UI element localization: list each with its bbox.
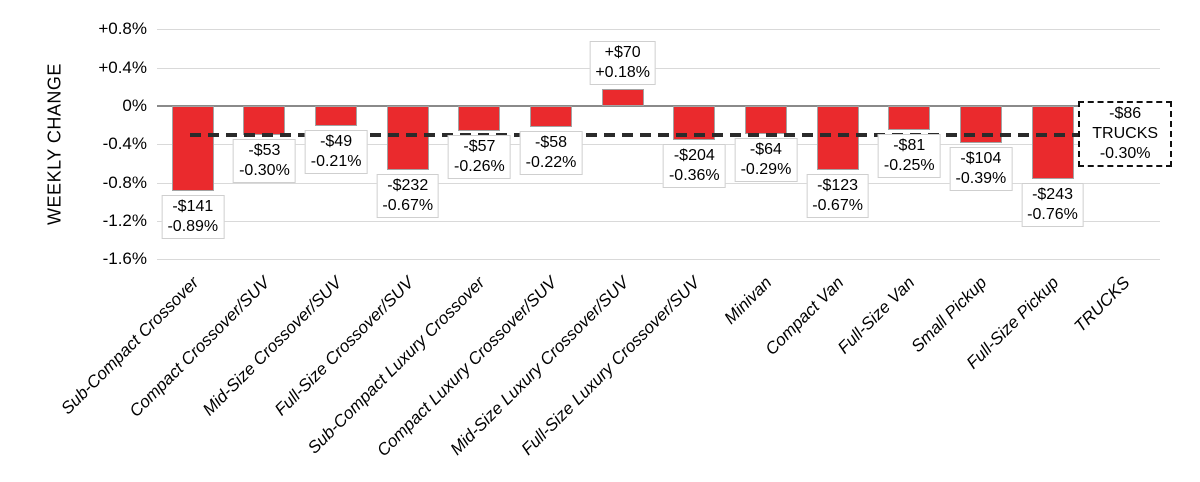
bar-compact-luxury-crossover-suv [530,106,573,128]
y-tick-label: +0.8% [98,19,147,39]
bar-full-size-van [888,106,931,130]
x-axis-label-trucks: TRUCKS [1070,273,1134,336]
data-label-full-size-crossover-suv: -$232 -0.67% [376,174,440,219]
data-label-dollar: -$49 [320,133,353,151]
data-label-minivan: -$64 -0.29% [734,137,798,182]
data-label-compact-luxury-crossover-suv: -$58 -0.22% [519,131,583,176]
data-label-percent: -0.22% [525,154,577,172]
data-label-dollar: -$123 [817,177,859,195]
zero-axis-line [157,105,1160,107]
data-label-dollar: -$243 [1032,185,1073,203]
data-label-dollar: -$57 [463,137,496,155]
y-tick-label: -0.8% [102,172,147,192]
x-axis-label-sub-compact-crossover: Sub-Compact Crossover [57,273,203,419]
data-label-percent: -0.25% [883,156,935,174]
gridline [157,29,1160,31]
data-label-percent: -0.26% [454,157,505,175]
x-axis-label-full-size-crossover-suv: Full-Size Crossover/SUV [270,273,418,420]
trucks-box-dollar: -$86 [1109,105,1142,122]
data-label-small-pickup: -$104 -0.39% [949,147,1013,192]
y-tick-label: 0% [122,96,147,115]
trucks-average-dashed-line [189,132,1079,137]
data-label-dollar: -$204 [673,147,715,165]
data-label-percent: -0.67% [812,197,863,215]
data-label-dollar: -$141 [172,198,214,216]
data-label-percent: -0.67% [382,197,434,215]
gridline [157,182,1160,184]
data-label-percent: -0.21% [310,153,362,171]
bar-small-pickup [959,106,1002,144]
data-label-dollar: -$58 [535,134,568,152]
data-label-full-size-van: -$81 -0.25% [877,133,941,178]
bar-compact-crossover-suv [243,106,286,135]
data-label-percent: -0.29% [740,160,792,178]
gridline [157,259,1160,261]
trucks-box-percent: -0.30% [1099,145,1151,162]
bar-mid-size-crossover-suv [315,106,358,127]
y-tick-label: -0.4% [102,134,147,154]
data-label-sub-compact-crossover: -$141 -0.89% [161,195,225,240]
data-label-percent: -0.36% [668,167,720,185]
bar-sub-compact-luxury-crossover [458,106,501,131]
x-axis-label-compact-crossover-suv: Compact Crossover/SUV [126,273,274,421]
bar-full-size-crossover-suv [386,106,429,171]
data-label-percent: -0.30% [239,161,290,179]
data-label-full-size-luxury-crossover-suv: -$204 -0.36% [662,144,726,189]
data-label-mid-size-luxury-crossover-suv: +$70 +0.18% [589,40,657,85]
bar-compact-van [816,106,859,171]
data-label-percent: +0.18% [595,63,651,81]
data-label-percent: -0.89% [167,218,219,236]
y-tick-label: -1.6% [102,249,147,269]
data-label-percent: -0.39% [955,170,1007,188]
data-label-percent: -0.76% [1027,205,1078,223]
data-label-mid-size-crossover-suv: -$49 -0.21% [304,130,368,175]
data-label-compact-van: -$123 -0.67% [806,174,869,219]
gridline [157,220,1160,222]
gridline [157,144,1160,146]
trucks-annotation-box: -$86 TRUCKS -0.30% [1078,101,1173,167]
bar-sub-compact-crossover [171,106,214,192]
trucks-box-label: TRUCKS [1092,125,1159,142]
data-label-dollar: -$53 [248,141,281,159]
bar-minivan [744,106,787,134]
data-label-dollar: -$64 [749,140,782,158]
data-label-sub-compact-luxury-crossover: -$57 -0.26% [448,134,511,179]
data-label-full-size-pickup: -$243 -0.76% [1021,182,1084,227]
y-tick-label: +0.4% [98,57,147,77]
bar-full-size-pickup [1031,106,1074,179]
bar-mid-size-luxury-crossover-suv [601,88,644,106]
x-axis-label-mid-size-crossover-suv: Mid-Size Crossover/SUV [199,273,346,420]
data-label-dollar: -$81 [893,136,926,154]
y-tick-label: -1.2% [102,210,147,230]
data-label-dollar: -$104 [960,150,1002,168]
data-label-dollar: +$70 [604,43,641,61]
gridline [157,67,1160,69]
x-axis-label-minivan: Minivan [720,273,776,328]
data-label-dollar: -$232 [387,177,429,195]
data-label-compact-crossover-suv: -$53 -0.30% [233,138,296,183]
